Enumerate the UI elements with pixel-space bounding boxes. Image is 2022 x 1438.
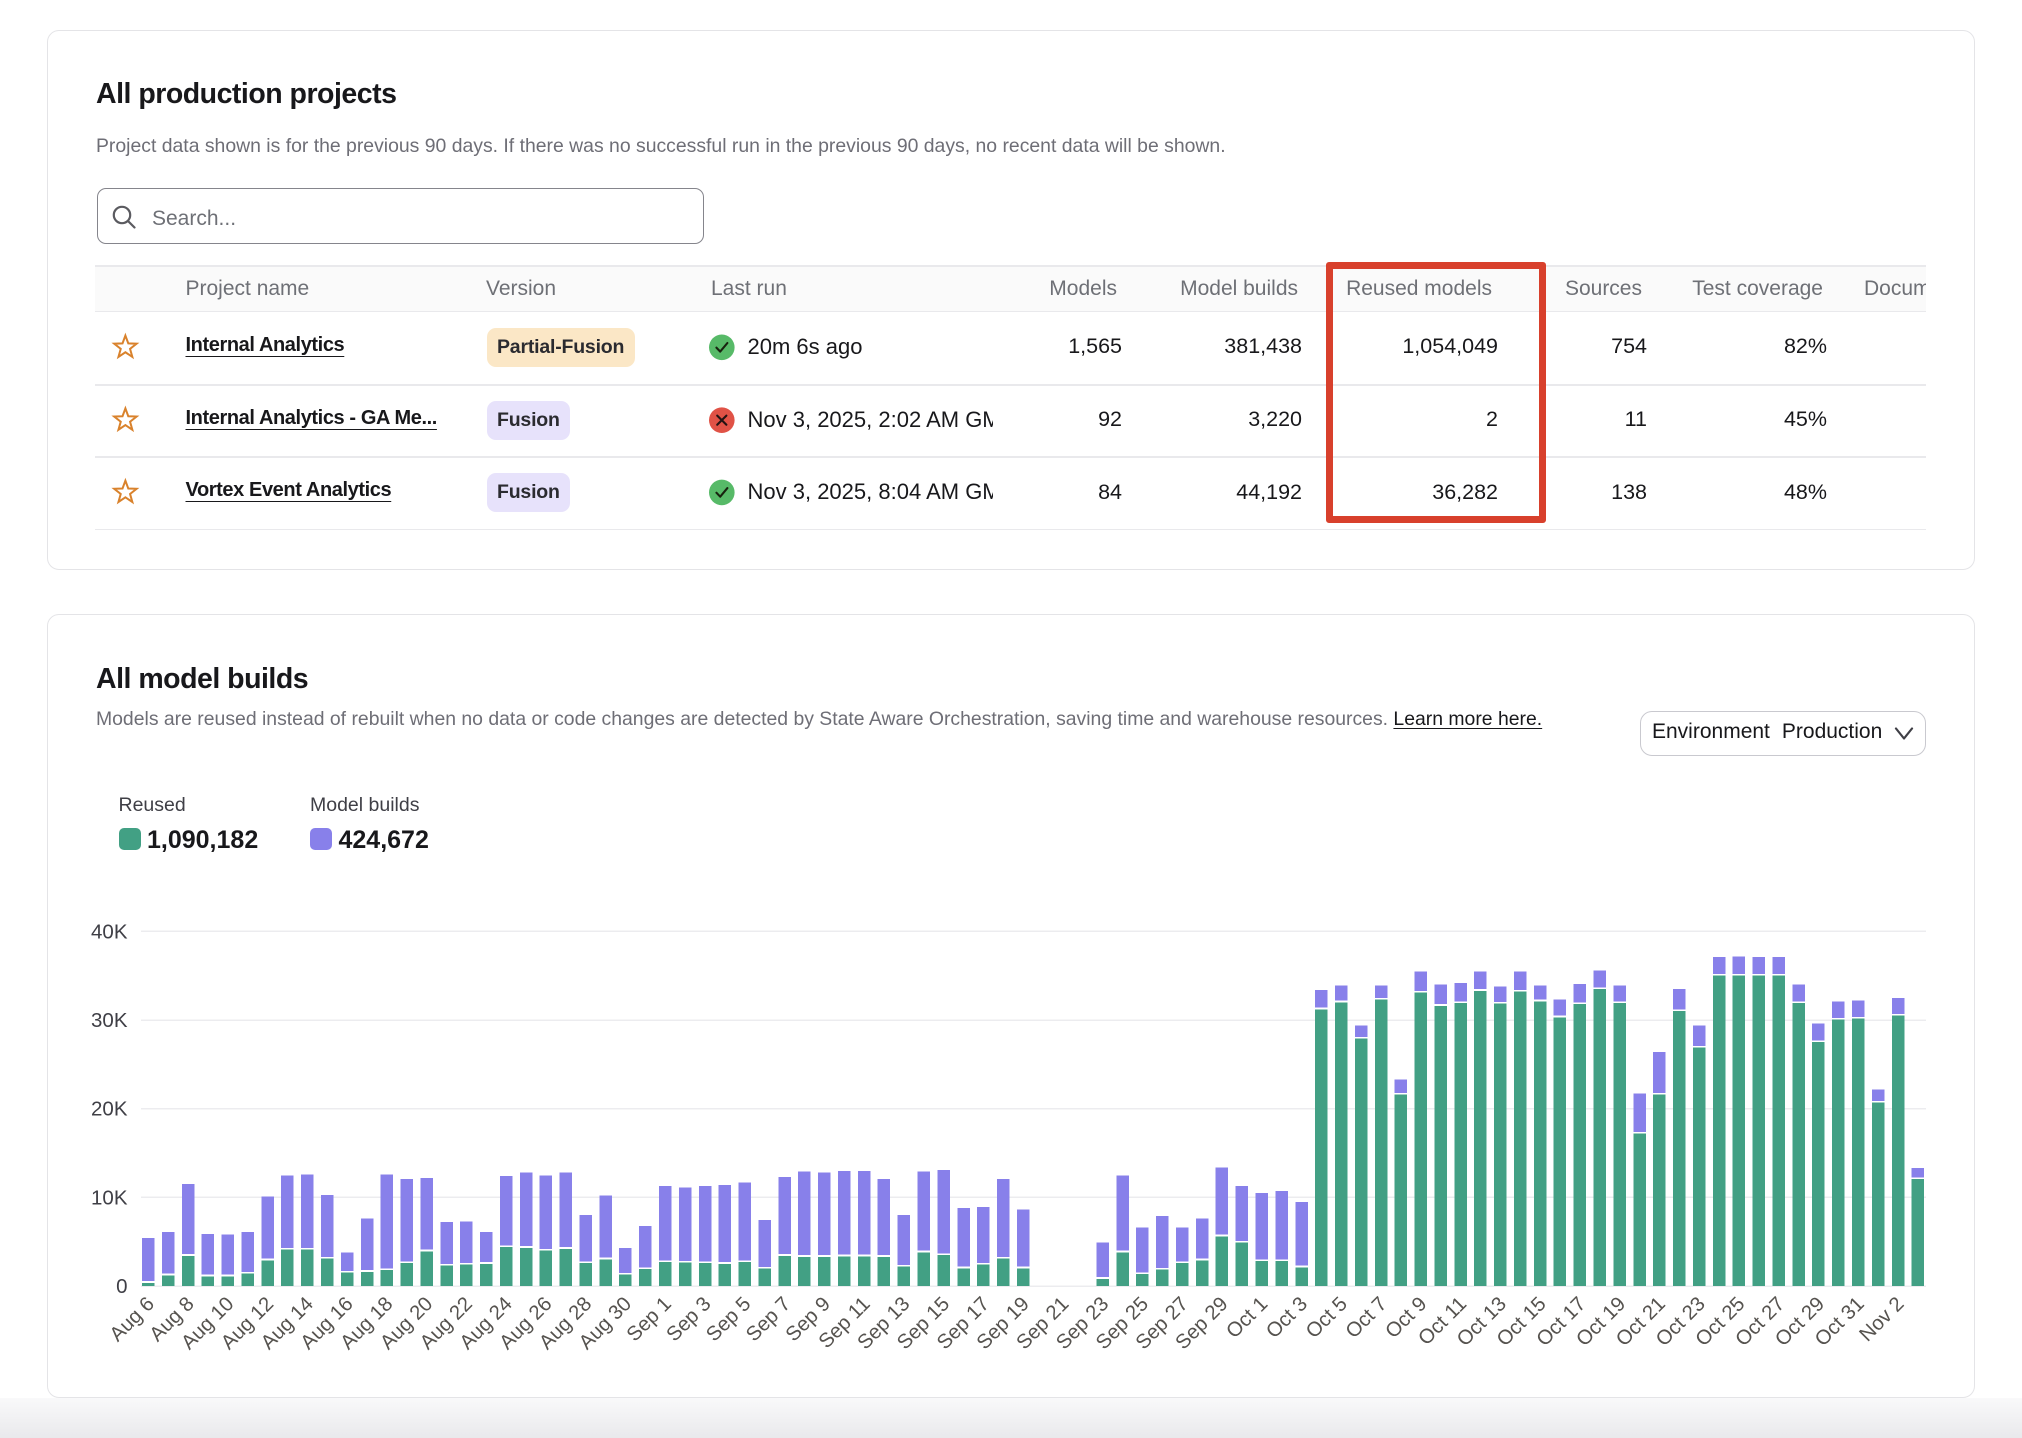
svg-text:Nov 2: Nov 2	[1856, 1293, 1909, 1346]
svg-text:0: 0	[116, 1275, 127, 1298]
svg-text:20K: 20K	[91, 1098, 128, 1121]
svg-text:Oct 7: Oct 7	[1342, 1293, 1392, 1343]
svg-text:Sep 5: Sep 5	[702, 1293, 755, 1346]
svg-text:30K: 30K	[91, 1009, 128, 1032]
svg-text:Oct 5: Oct 5	[1302, 1293, 1352, 1343]
svg-text:10K: 10K	[91, 1186, 128, 1209]
svg-text:Sep 7: Sep 7	[742, 1293, 795, 1346]
svg-text:Sep 3: Sep 3	[662, 1293, 715, 1346]
svg-text:Sep 1: Sep 1	[623, 1293, 676, 1346]
svg-text:40K: 40K	[91, 920, 128, 943]
svg-text:Aug 6: Aug 6	[106, 1293, 159, 1346]
svg-text:Oct 3: Oct 3	[1262, 1293, 1312, 1343]
svg-text:Oct 1: Oct 1	[1222, 1293, 1272, 1343]
